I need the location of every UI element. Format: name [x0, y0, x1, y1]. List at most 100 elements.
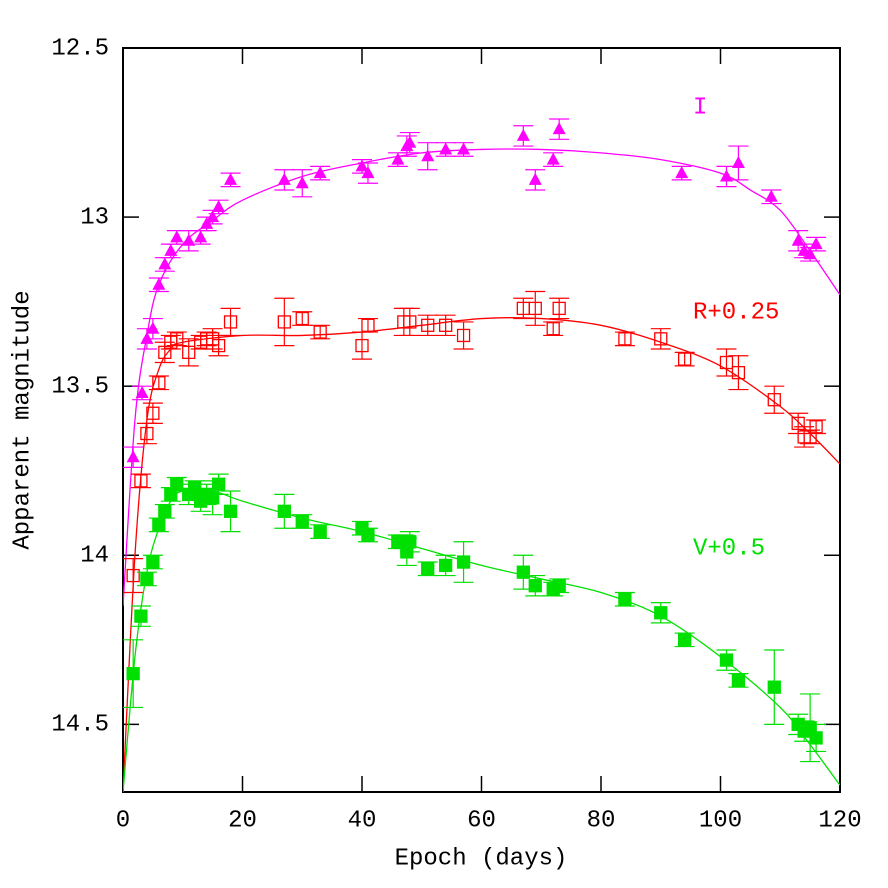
- point: [277, 504, 291, 518]
- x-tick-label: 40: [348, 807, 377, 834]
- point: [182, 233, 196, 246]
- point: [212, 199, 226, 212]
- point: [295, 176, 309, 189]
- point: [546, 152, 560, 165]
- point: [146, 321, 160, 334]
- point: [182, 345, 196, 360]
- y-tick-label: 14.5: [51, 712, 109, 739]
- point: [552, 301, 566, 316]
- point: [224, 172, 238, 185]
- point: [809, 420, 823, 434]
- point: [206, 210, 220, 223]
- point: [618, 332, 632, 346]
- point: [791, 416, 805, 431]
- y-tick-label: 14: [80, 543, 109, 570]
- point: [200, 216, 214, 229]
- point: [361, 166, 375, 179]
- point: [438, 318, 453, 332]
- point: [126, 666, 140, 681]
- y-tick-label: 12.5: [51, 35, 109, 62]
- point: [719, 653, 734, 667]
- point: [313, 325, 327, 339]
- point: [675, 166, 689, 179]
- point: [126, 450, 140, 463]
- point: [146, 555, 160, 569]
- point: [158, 504, 172, 518]
- point: [391, 152, 405, 165]
- point: [654, 606, 668, 620]
- point: [134, 609, 148, 623]
- point: [164, 243, 178, 256]
- series-label: I: [693, 94, 707, 121]
- point: [313, 166, 327, 179]
- point: [438, 558, 453, 573]
- x-tick-label: 20: [228, 807, 257, 834]
- point: [134, 474, 148, 488]
- point: [654, 332, 668, 346]
- point: [361, 318, 375, 332]
- point: [516, 565, 530, 579]
- series-label: V+0.5: [693, 535, 765, 562]
- x-tick-label: 120: [818, 807, 861, 834]
- point: [767, 680, 781, 694]
- y-tick-label: 13.5: [51, 374, 109, 401]
- point: [731, 366, 746, 380]
- point: [140, 331, 154, 344]
- point: [552, 122, 566, 135]
- point: [618, 592, 632, 606]
- point: [456, 328, 471, 343]
- y-axis-title: Apparent magnitude: [9, 290, 36, 549]
- point: [277, 172, 291, 185]
- x-tick-label: 0: [116, 807, 130, 834]
- point: [439, 142, 453, 155]
- point: [809, 731, 823, 745]
- point: [803, 247, 817, 260]
- point: [719, 169, 733, 182]
- point: [421, 318, 435, 332]
- point: [528, 579, 542, 593]
- point: [152, 518, 166, 532]
- point: [764, 189, 778, 202]
- point: [313, 524, 327, 539]
- point: [355, 159, 369, 172]
- point: [731, 155, 745, 168]
- point: [767, 393, 781, 407]
- point: [678, 633, 692, 647]
- point: [295, 311, 309, 326]
- point: [188, 480, 202, 495]
- x-axis-title: Epoch (days): [395, 845, 568, 872]
- point: [731, 673, 746, 688]
- point: [403, 535, 417, 549]
- point: [516, 128, 530, 141]
- point: [791, 233, 805, 246]
- point: [223, 504, 238, 518]
- point: [546, 322, 560, 336]
- point: [211, 338, 226, 353]
- point: [211, 477, 226, 491]
- point: [146, 406, 160, 420]
- point: [152, 277, 166, 290]
- point: [170, 230, 184, 243]
- x-tick-label: 60: [467, 807, 496, 834]
- point: [158, 257, 172, 270]
- series-label: R+0.25: [693, 299, 779, 326]
- point: [456, 555, 471, 569]
- point: [528, 172, 542, 185]
- point: [194, 230, 208, 243]
- point: [135, 385, 149, 398]
- fit-curve: [123, 148, 840, 607]
- x-tick-label: 100: [699, 807, 742, 834]
- point: [295, 514, 309, 529]
- point: [552, 579, 566, 593]
- point: [205, 491, 220, 505]
- point: [421, 149, 435, 162]
- x-tick-label: 80: [587, 807, 616, 834]
- point: [355, 338, 369, 353]
- y-tick-label: 13: [80, 204, 109, 231]
- point: [421, 562, 435, 576]
- point: [277, 315, 291, 329]
- point: [403, 135, 417, 148]
- point: [528, 301, 542, 316]
- point: [223, 315, 238, 329]
